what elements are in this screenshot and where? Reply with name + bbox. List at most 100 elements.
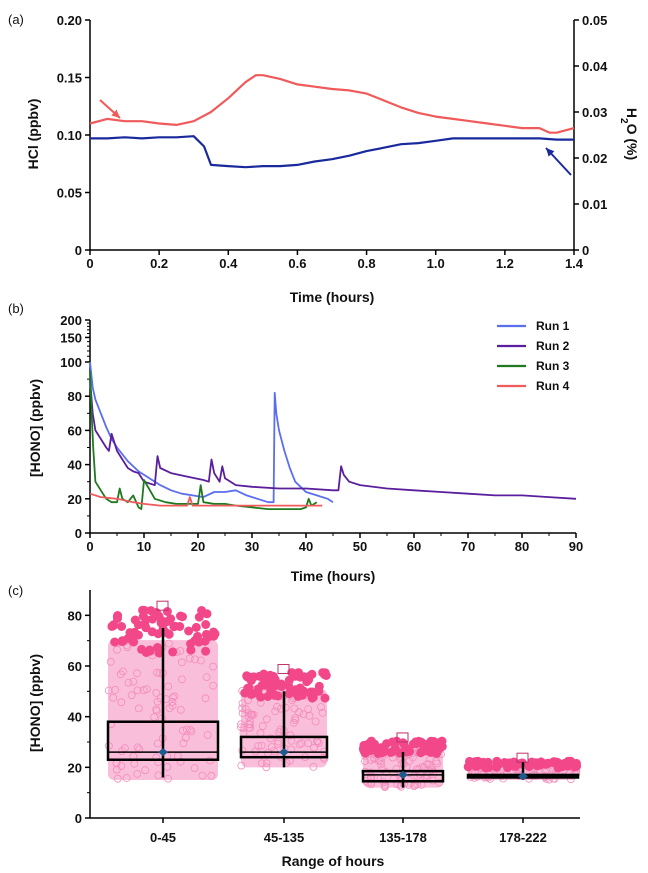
point bbox=[310, 743, 318, 752]
point bbox=[177, 658, 186, 667]
point bbox=[237, 761, 246, 770]
panel-c-mean-0-45 bbox=[158, 748, 168, 757]
panel-a-y-tick-label: 0.05 bbox=[57, 186, 82, 201]
point bbox=[571, 761, 581, 770]
point bbox=[262, 763, 271, 772]
point bbox=[256, 692, 266, 702]
panel-a-x-tick-label: 0.4 bbox=[219, 256, 238, 271]
point bbox=[262, 759, 271, 768]
point bbox=[209, 681, 218, 690]
panel-b-chart: (b) 0 10 20 30 40 50 60 70 80 90 0 20 40 60 80 100 150 20… bbox=[8, 301, 583, 584]
y2-label-rest: O (%) bbox=[624, 124, 640, 161]
point bbox=[133, 770, 142, 778]
panel-c-x-axis-label: Range of hours bbox=[282, 853, 385, 869]
panel-a-y2-tick-label: 0.01 bbox=[582, 197, 607, 212]
panel-c-x-tick-label: 45-135 bbox=[264, 830, 304, 845]
point bbox=[311, 717, 320, 726]
panel-b-y-tick-label: 20 bbox=[68, 492, 82, 507]
point bbox=[293, 690, 302, 700]
point bbox=[287, 668, 297, 678]
point bbox=[295, 740, 304, 749]
point bbox=[113, 645, 121, 654]
panel-b-line-run-2 bbox=[89, 379, 577, 500]
point bbox=[378, 765, 387, 774]
legend-label-run-1: Run 1 bbox=[536, 319, 570, 333]
panel-a-x-tick-label: 1.2 bbox=[496, 256, 514, 271]
point bbox=[246, 672, 256, 682]
point bbox=[257, 759, 266, 768]
point bbox=[176, 706, 185, 714]
panel-b-y-tick-label: 0 bbox=[75, 526, 82, 541]
point bbox=[286, 731, 295, 740]
panel-c-x-tick-label: 178-222 bbox=[499, 830, 547, 845]
panel-a-label: (a) bbox=[8, 12, 24, 27]
point bbox=[164, 682, 173, 691]
point bbox=[201, 694, 210, 703]
panel-b-x-tick-label: 50 bbox=[353, 539, 367, 554]
panel-c-x-tick-label: 0-45 bbox=[150, 830, 176, 845]
point bbox=[141, 766, 150, 775]
point bbox=[118, 636, 127, 646]
point bbox=[563, 761, 573, 771]
point bbox=[165, 639, 173, 648]
point bbox=[141, 648, 151, 657]
point bbox=[244, 720, 253, 728]
point bbox=[190, 764, 199, 772]
panel-b-x-tick-label: 30 bbox=[245, 539, 259, 554]
y2-label-main: H bbox=[624, 108, 640, 118]
point bbox=[191, 655, 199, 664]
point bbox=[209, 631, 219, 641]
point bbox=[139, 686, 148, 695]
point bbox=[142, 685, 151, 693]
point bbox=[369, 741, 379, 751]
point bbox=[366, 768, 375, 777]
panel-a-h2o-line bbox=[89, 74, 575, 134]
panel-b-x-tick-label: 80 bbox=[515, 539, 529, 554]
point bbox=[201, 646, 211, 656]
panel-b-x-tick-label: 60 bbox=[407, 539, 421, 554]
point bbox=[203, 731, 212, 739]
point bbox=[153, 643, 162, 652]
panel-b-y-tick-label: 150 bbox=[60, 330, 82, 345]
point bbox=[156, 618, 166, 628]
point bbox=[201, 620, 211, 629]
point bbox=[314, 739, 323, 747]
point bbox=[320, 693, 330, 703]
point bbox=[405, 747, 415, 756]
point bbox=[377, 760, 386, 769]
panel-a-y-tick-label: 0.15 bbox=[57, 71, 82, 86]
legend-label-run-2: Run 2 bbox=[536, 339, 570, 353]
point bbox=[313, 737, 322, 746]
legend-label-run-4: Run 4 bbox=[536, 379, 570, 393]
panel-a-y2-tick-label: 0.04 bbox=[582, 59, 608, 74]
point bbox=[380, 783, 389, 791]
point bbox=[248, 710, 257, 719]
point bbox=[273, 691, 283, 701]
point bbox=[191, 622, 201, 632]
panel-c-mean-178-222 bbox=[518, 772, 528, 781]
point bbox=[398, 738, 408, 748]
point bbox=[270, 747, 278, 755]
point bbox=[179, 739, 188, 748]
point bbox=[198, 771, 207, 780]
point bbox=[248, 689, 257, 699]
point bbox=[185, 654, 194, 663]
panel-b-legend: Run 1 Run 2 Run 3 Run 4 bbox=[497, 319, 570, 393]
point bbox=[273, 702, 282, 711]
panel-c-plot-area: 0 20 40 60 80 0-45 45-135 135-178 178-222 bbox=[68, 590, 582, 845]
panel-b-line-run-4 bbox=[89, 492, 323, 507]
panel-c-mean-45-135 bbox=[279, 748, 289, 757]
point bbox=[153, 739, 162, 748]
point bbox=[124, 678, 133, 687]
point bbox=[207, 771, 216, 780]
point bbox=[245, 723, 253, 732]
point bbox=[294, 668, 303, 678]
point bbox=[209, 662, 218, 671]
panel-a-hcl-line bbox=[90, 135, 574, 169]
panel-b-label: (b) bbox=[8, 301, 24, 316]
point bbox=[267, 678, 277, 688]
panel-b-y-axis-label: [HONO] (ppbv) bbox=[27, 379, 43, 477]
point bbox=[415, 765, 424, 773]
panel-b-x-tick-label: 70 bbox=[461, 539, 475, 554]
